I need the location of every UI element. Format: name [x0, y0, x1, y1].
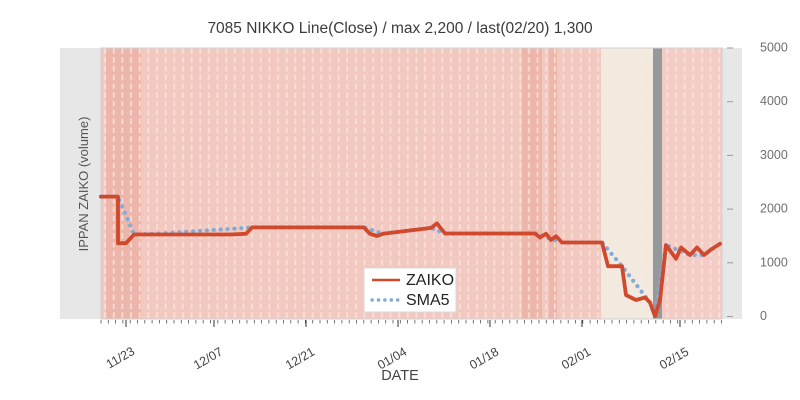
- svg-text:0: 0: [760, 309, 767, 323]
- svg-text:ZAIKO: ZAIKO: [406, 272, 454, 289]
- svg-text:2000: 2000: [760, 202, 788, 216]
- svg-text:5000: 5000: [760, 41, 788, 55]
- svg-text:SMA5: SMA5: [406, 292, 450, 309]
- svg-text:3000: 3000: [760, 148, 788, 162]
- svg-text:1000: 1000: [760, 255, 788, 269]
- svg-text:4000: 4000: [760, 94, 788, 108]
